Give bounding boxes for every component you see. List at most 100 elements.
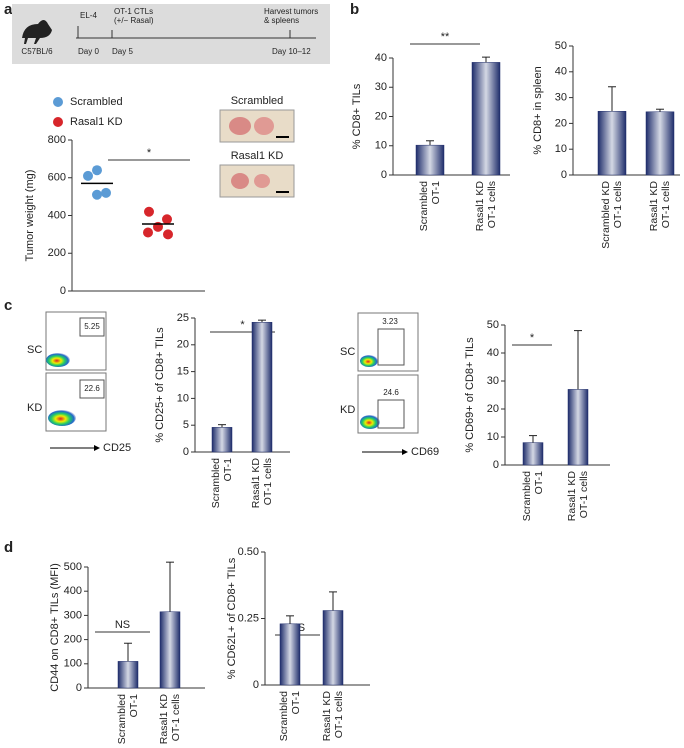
tumor [231, 173, 249, 189]
dot [83, 170, 93, 181]
x-tick-label: Rasal1 KDOT-1 cells [566, 471, 590, 522]
flow-density [48, 410, 76, 426]
flow-row-label: KD [340, 404, 355, 416]
dot [143, 227, 153, 238]
y-tick-label: 40 [487, 347, 499, 359]
flow-plots: SC 5.25 KD 22.6 CD25 SC 3.23 KD 24.6 CD6… [27, 311, 439, 458]
timeline: C57BL/6 EL-4 OT-1 CTLs (+/− Rasal) Harves… [12, 4, 330, 64]
flow-gate [79, 317, 105, 337]
dot [92, 189, 102, 200]
event: Harvest tumors & spleens [264, 7, 318, 25]
x-tick-label: Rasal1 KDOT-1 cells [158, 694, 182, 745]
y-tick-label: 10 [177, 392, 189, 404]
flow-density [360, 355, 378, 367]
dot [144, 206, 154, 217]
dot [163, 229, 173, 240]
y-tick-label: 50 [555, 40, 567, 52]
y-tick-label: 800 [48, 134, 66, 146]
timeline-box [12, 4, 330, 64]
y-axis-label: % CD25+ of CD8+ TILs [154, 327, 166, 443]
y-tick-label: 10 [375, 140, 387, 152]
flow-density [46, 353, 70, 367]
significance: NS [115, 619, 130, 631]
panel-label: b [350, 1, 359, 18]
panel-label: a [4, 1, 13, 18]
flow-gate [377, 328, 405, 366]
y-tick-label: 20 [375, 110, 387, 122]
y-tick-label: 0 [60, 285, 66, 297]
gate-value: 24.6 [383, 388, 399, 397]
event: EL-4 [80, 11, 97, 20]
y-tick-label: 30 [555, 92, 567, 104]
x-tick-label: ScrambledOT-1 [521, 471, 545, 521]
y-tick-label: 20 [487, 403, 499, 415]
y-axis-label: % CD8+ in spleen [532, 66, 544, 154]
flow-row-label: KD [27, 402, 42, 414]
bar [159, 611, 181, 689]
x-tick-label: Rasal1 KDOT-1 cells [474, 181, 498, 232]
y-tick-label: 30 [375, 81, 387, 93]
event-day: Day 0 [78, 47, 99, 56]
significance: * [147, 147, 152, 159]
y-tick-label: 0 [183, 446, 189, 458]
flow-density [360, 415, 380, 429]
y-tick-label: 0 [381, 169, 387, 181]
dot [101, 187, 111, 198]
event: OT-1 CTLs (+/− Rasal) [114, 7, 154, 25]
y-tick-label: 200 [64, 634, 82, 646]
bar [567, 389, 589, 466]
y-tick-label: 0.25 [238, 612, 259, 624]
gate-value: 3.23 [382, 317, 398, 326]
legend-label: Scrambled [70, 96, 123, 108]
strain: C57BL/6 [21, 47, 53, 56]
bar [471, 62, 501, 176]
y-tick-label: 20 [177, 339, 189, 351]
bar [211, 427, 233, 453]
y-axis-label: % CD69+ of CD8+ TILs [464, 337, 476, 453]
bar [597, 111, 627, 176]
tumor [229, 117, 251, 135]
bar [415, 144, 445, 176]
y-tick-label: 400 [64, 585, 82, 597]
significance: ** [441, 31, 450, 43]
flow-gate [79, 379, 105, 399]
flow-row-label: SC [27, 344, 42, 356]
y-tick-label: 0 [493, 459, 499, 471]
x-tick-label: ScrambledOT-1 [418, 181, 442, 231]
x-tick-label: Scrambled KDOT-1 cells [600, 181, 624, 249]
y-tick-label: 10 [487, 431, 499, 443]
y-tick-label: 200 [48, 247, 66, 259]
bar [322, 610, 344, 686]
x-tick-label: Rasal1 KDOT-1 cells [648, 181, 672, 232]
significance: * [240, 319, 245, 331]
y-tick-label: 400 [48, 209, 66, 221]
y-tick-label: 25 [177, 312, 189, 324]
x-tick-label: ScrambledOT-1 [278, 691, 302, 741]
y-tick-label: 600 [48, 172, 66, 184]
bar [645, 111, 675, 176]
y-axis-label: Tumor weight (mg) [24, 170, 36, 262]
x-tick-label: Rasal1 KDOT-1 cells [250, 458, 274, 509]
arrow-head [402, 449, 408, 455]
photo-label: Rasal1 KD [231, 150, 284, 162]
flow-axis-label: CD69 [411, 446, 439, 458]
legend-swatch [53, 117, 63, 127]
flow-row-label: SC [340, 346, 355, 358]
y-axis-label: CD44 on CD8+ TILs (MFI) [49, 563, 61, 691]
panel-label: c [4, 297, 12, 314]
bar [251, 322, 273, 453]
flow-axis-label: CD25 [103, 442, 131, 454]
tumor [254, 117, 274, 135]
y-tick-label: 40 [555, 66, 567, 78]
x-tick-label: ScrambledOT-1 [116, 694, 140, 744]
legend-label: Rasal1 KD [70, 116, 123, 128]
y-tick-label: 0.50 [238, 546, 259, 558]
bar [522, 442, 544, 466]
arrow-head [94, 445, 100, 451]
y-tick-label: 0 [76, 682, 82, 694]
gate-value: 5.25 [84, 322, 100, 331]
x-tick-label: ScrambledOT-1 [210, 458, 234, 508]
y-tick-label: 20 [555, 117, 567, 129]
event-day: Day 5 [112, 47, 133, 56]
y-tick-label: 15 [177, 366, 189, 378]
